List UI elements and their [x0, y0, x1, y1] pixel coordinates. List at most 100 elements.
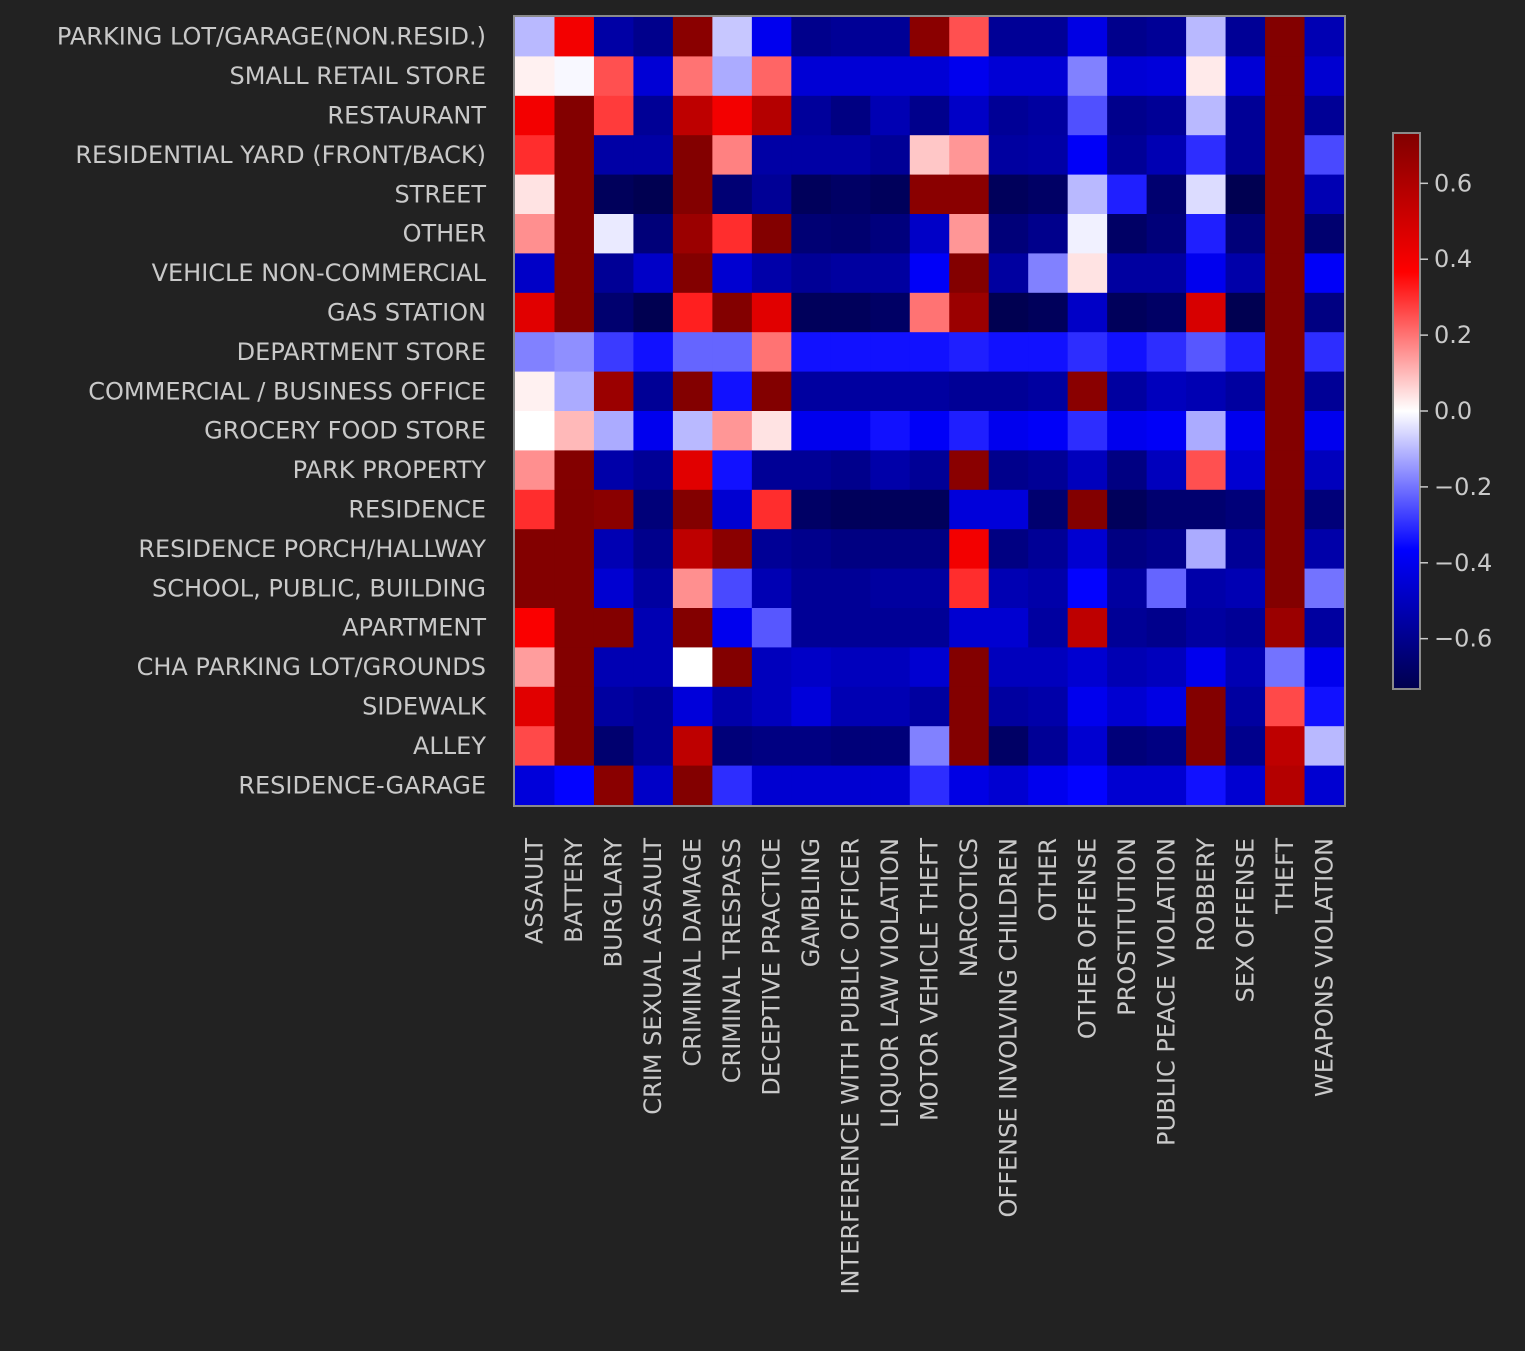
heatmap-cell [1028, 292, 1069, 333]
heatmap-cell [593, 647, 635, 688]
colorbar: 0.6 0.4 0.2 0.0 −0.2 −0.4 −0.6 [1392, 132, 1492, 690]
heatmap-cell [1186, 135, 1227, 176]
heatmap-cell [949, 371, 990, 412]
heatmap-cell [633, 253, 674, 294]
colorbar-tick-label: −0.2 [1434, 473, 1492, 501]
heatmap-cell [870, 95, 911, 136]
column-label: BURGLARY [600, 838, 628, 968]
row-label: SIDEWALK [362, 693, 487, 721]
column-label: DECEPTIVE PRACTICE [758, 838, 786, 1096]
column-label: PROSTITUTION [1113, 838, 1141, 1016]
heatmap-cell [988, 686, 1029, 727]
heatmap-cell [593, 253, 635, 294]
heatmap-cell [672, 686, 713, 727]
heatmap-cell [870, 253, 911, 294]
heatmap-cell [988, 371, 1029, 412]
heatmap-cell [1028, 174, 1069, 215]
heatmap-cell [1067, 332, 1108, 373]
heatmap-cell [515, 726, 556, 767]
heatmap-cell [1304, 411, 1345, 451]
heatmap-cell [1265, 411, 1306, 451]
heatmap-cell [1067, 214, 1108, 254]
heatmap-cell [949, 529, 990, 570]
heatmap-cell [751, 214, 792, 254]
heatmap-cell [1067, 174, 1108, 215]
heatmap-cell [712, 56, 753, 97]
heatmap-cell [791, 686, 832, 727]
heatmap-cell [593, 214, 635, 254]
row-label: SMALL RETAIL STORE [230, 62, 487, 90]
row-label: RESIDENCE PORCH/HALLWAY [138, 535, 486, 563]
heatmap-cell [1304, 214, 1345, 254]
column-label: SEX OFFENSE [1231, 838, 1259, 1002]
heatmap-cell [1146, 371, 1187, 412]
heatmap-cell [751, 608, 792, 648]
heatmap-cell [1146, 332, 1187, 373]
heatmap-cell [1265, 450, 1306, 491]
heatmap-cell [1265, 174, 1306, 215]
heatmap-cell [949, 174, 990, 215]
heatmap-cell [554, 56, 595, 97]
heatmap-cell [1225, 292, 1266, 333]
heatmap-cell [1067, 647, 1108, 688]
heatmap-cell [633, 608, 674, 648]
heatmap-cell [751, 371, 792, 412]
heatmap-cell [751, 135, 792, 176]
heatmap-cell [554, 608, 595, 648]
heatmap-cell [830, 726, 871, 767]
heatmap-cell [1146, 765, 1187, 806]
heatmap-cell [1225, 489, 1266, 530]
heatmap-cell [633, 332, 674, 373]
heatmap-cell [712, 529, 753, 570]
heatmap-cell [1028, 765, 1069, 806]
heatmap-frame [513, 15, 1346, 807]
heatmap-cell [672, 371, 713, 412]
heatmap-cell [1265, 135, 1306, 176]
heatmap-cell [1067, 17, 1108, 57]
colorbar-tick-label: −0.6 [1434, 625, 1492, 653]
heatmap-cell [988, 292, 1029, 333]
heatmap-cell [1304, 253, 1345, 294]
heatmap-cell [515, 214, 556, 254]
heatmap-cell [1107, 332, 1148, 373]
row-label: GAS STATION [327, 299, 486, 327]
heatmap-cell [1225, 647, 1266, 688]
heatmap-cell [1067, 726, 1108, 767]
heatmap-cell [988, 647, 1029, 688]
heatmap-cell [751, 647, 792, 688]
heatmap-cell [515, 371, 556, 412]
heatmap-cell [830, 686, 871, 727]
heatmap-cell [1225, 332, 1266, 373]
heatmap-cell [1028, 647, 1069, 688]
heatmap-cell [988, 765, 1029, 806]
heatmap-cell [909, 411, 950, 451]
heatmap-cell [593, 765, 635, 806]
heatmap-cell [1225, 135, 1266, 176]
heatmap-cell [1225, 411, 1266, 451]
heatmap-cell [1146, 568, 1187, 609]
heatmap-cell [1304, 726, 1345, 767]
heatmap-cell [791, 174, 832, 215]
heatmap-cell [1265, 95, 1306, 136]
heatmap-cell [1067, 56, 1108, 97]
heatmap-cell [751, 450, 792, 491]
heatmap-cell [515, 135, 556, 176]
heatmap-cell [830, 371, 871, 412]
heatmap-cell [1107, 371, 1148, 412]
heatmap-cell [1146, 647, 1187, 688]
row-label: GROCERY FOOD STORE [204, 417, 486, 445]
heatmap-cells [515, 17, 1345, 806]
heatmap-cell [1186, 56, 1227, 97]
heatmap-cell [751, 95, 792, 136]
heatmap-cell [633, 450, 674, 491]
heatmap-cell [593, 292, 635, 333]
colorbar-tick-label: 0.0 [1434, 397, 1472, 425]
heatmap-cell [1265, 371, 1306, 412]
heatmap-cell [1225, 214, 1266, 254]
heatmap-cell [672, 765, 713, 806]
heatmap-cell [751, 174, 792, 215]
column-label: CRIMINAL TRESPASS [718, 838, 746, 1083]
heatmap-cell [515, 332, 556, 373]
heatmap-cell [949, 411, 990, 451]
heatmap-cell [1067, 450, 1108, 491]
